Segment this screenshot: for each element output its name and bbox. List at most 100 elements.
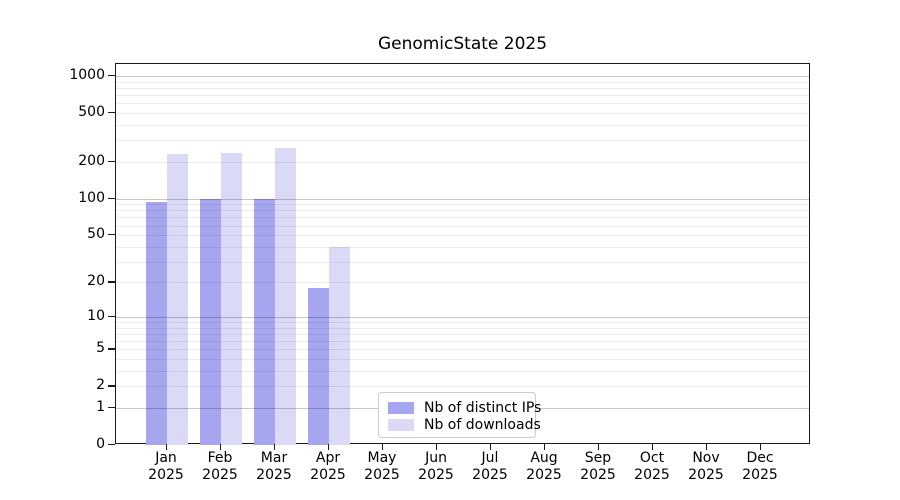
x-axis-tick — [436, 444, 438, 450]
x-axis-tick — [490, 444, 492, 450]
x-tick-year: 2025 — [580, 467, 616, 483]
legend-label: Nb of downloads — [424, 416, 541, 433]
x-axis-tick-label: Jul 2025 — [463, 450, 517, 484]
x-axis-tick — [274, 444, 276, 450]
x-axis-tick — [166, 444, 168, 450]
gridline-major — [116, 198, 809, 200]
y-axis-tick — [108, 407, 115, 409]
x-axis-tick — [220, 444, 222, 450]
gridline-minor — [116, 225, 809, 227]
y-axis-tick-label: 2 — [96, 377, 105, 394]
gridline-minor — [116, 371, 809, 372]
gridline-minor — [116, 327, 809, 329]
legend-swatch-distinct-ips — [388, 401, 414, 414]
y-axis-tick-label: 1 — [96, 399, 105, 415]
x-axis-tick — [544, 444, 546, 450]
gridline-minor — [116, 81, 809, 83]
gridline-minor — [116, 88, 809, 90]
y-axis-tick — [108, 197, 115, 199]
x-tick-month: Dec — [746, 450, 774, 466]
x-tick-month: Jan — [155, 450, 177, 466]
x-tick-year: 2025 — [526, 467, 562, 483]
x-tick-month: Jun — [425, 450, 447, 466]
y-axis-tick — [108, 160, 115, 163]
plot-area: Nb of distinct IPs Nb of downloads — [115, 63, 810, 445]
y-axis-tick — [108, 281, 115, 283]
x-tick-month: Oct — [639, 450, 665, 466]
x-tick-year: 2025 — [364, 467, 400, 483]
x-axis-tick — [652, 444, 654, 450]
x-axis-tick — [382, 444, 384, 450]
bar-distinct-ips — [308, 287, 329, 445]
x-axis-tick-label: Jan 2025 — [139, 450, 193, 484]
gridline-minor — [116, 210, 809, 212]
x-tick-year: 2025 — [742, 467, 778, 483]
x-tick-year: 2025 — [310, 467, 346, 483]
y-axis-tick-label: 10 — [87, 308, 105, 324]
gridline-minor — [116, 204, 809, 206]
gridline-minor — [116, 334, 809, 335]
bar-downloads — [221, 152, 242, 445]
x-axis-tick-label: Nov 2025 — [679, 450, 733, 484]
bar-distinct-ips — [254, 198, 275, 445]
y-axis-tick — [108, 75, 115, 77]
gridline-minor — [116, 349, 809, 351]
gridline-minor — [116, 322, 809, 324]
x-axis-tick-label: Jun 2025 — [409, 450, 463, 484]
x-tick-month: Aug — [530, 450, 558, 466]
x-tick-month: Sep — [584, 450, 612, 466]
gridline-minor — [116, 246, 809, 248]
x-tick-year: 2025 — [472, 467, 508, 483]
y-axis-tick-label: 0 — [96, 436, 105, 452]
bar-distinct-ips — [146, 201, 167, 445]
gridline-minor — [116, 261, 809, 263]
x-axis-tick-label: Oct 2025 — [625, 450, 679, 484]
legend-entry: Nb of distinct IPs — [388, 399, 541, 416]
gridline-minor — [116, 103, 809, 105]
x-tick-year: 2025 — [256, 467, 292, 483]
gridline-minor — [116, 341, 809, 343]
gridline-major — [116, 76, 809, 78]
x-axis-tick-label: Aug 2025 — [517, 450, 571, 484]
x-tick-month: May — [367, 450, 397, 466]
y-axis-tick-label: 5 — [96, 340, 105, 357]
x-axis-tick-label: Apr 2025 — [301, 450, 355, 484]
y-axis-tick — [108, 385, 115, 387]
legend: Nb of distinct IPs Nb of downloads — [378, 392, 541, 438]
bar-downloads — [329, 246, 350, 445]
x-tick-month: Mar — [260, 450, 288, 466]
gridline-minor — [116, 235, 809, 237]
bar-downloads — [167, 153, 188, 445]
y-axis-tick-label: 1000 — [69, 67, 105, 84]
x-tick-year: 2025 — [418, 467, 454, 483]
y-axis-tick — [108, 234, 115, 236]
y-axis-tick-label: 50 — [87, 226, 105, 243]
x-tick-year: 2025 — [148, 467, 184, 483]
x-axis-tick-label: May 2025 — [355, 450, 409, 484]
x-axis-tick — [706, 444, 708, 450]
gridline-minor — [116, 95, 809, 97]
x-axis-tick — [328, 444, 330, 450]
gridline-minor — [116, 140, 809, 142]
x-axis-tick — [760, 444, 762, 450]
legend-swatch-downloads — [388, 418, 414, 431]
y-axis-tick-label: 200 — [78, 152, 105, 169]
gridline-minor — [116, 386, 809, 388]
x-tick-year: 2025 — [634, 467, 670, 483]
x-axis-tick-label: Mar 2025 — [247, 450, 301, 484]
bar-downloads — [275, 148, 296, 445]
x-axis-tick-label: Sep 2025 — [571, 450, 625, 484]
gridline-major — [116, 317, 809, 318]
x-tick-month: Jul — [481, 450, 499, 466]
gridline-minor — [116, 113, 809, 115]
x-tick-year: 2025 — [688, 467, 724, 483]
legend-entry: Nb of downloads — [388, 416, 541, 433]
x-tick-month: Nov — [692, 450, 720, 466]
bar-distinct-ips — [200, 198, 221, 445]
y-axis-tick — [108, 316, 115, 318]
y-axis-tick-label: 20 — [87, 273, 105, 290]
chart-title: GenomicState 2025 — [377, 34, 548, 54]
x-axis-tick — [598, 444, 600, 450]
gridline-minor — [116, 161, 809, 163]
